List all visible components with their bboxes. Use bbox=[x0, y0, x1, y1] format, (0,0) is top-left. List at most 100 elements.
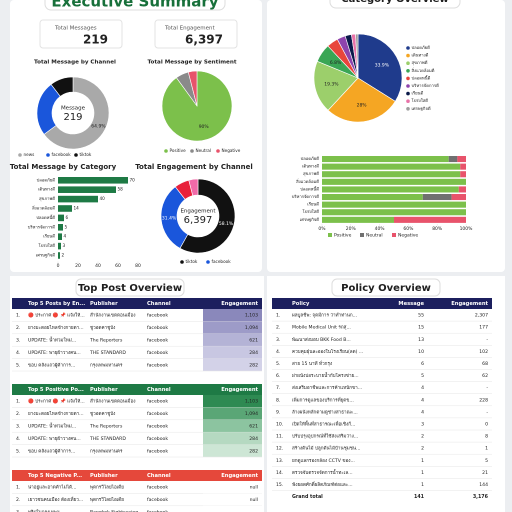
y-tick-label: เรียนดี bbox=[307, 202, 319, 207]
table-cell: 228 bbox=[479, 397, 488, 403]
bar bbox=[58, 177, 128, 184]
table-cell: THE STANDARD bbox=[89, 350, 126, 356]
column-header: Publisher bbox=[90, 473, 118, 479]
table-cell: พุดกรวิไลยไอเดีย bbox=[90, 484, 124, 491]
value-label: 4 bbox=[64, 234, 67, 239]
table-cell: facebook bbox=[147, 448, 168, 454]
table-cell: 3 bbox=[421, 421, 424, 427]
legend-swatch bbox=[406, 46, 410, 50]
y-tick-label: สิ่งแวดล้อมดี bbox=[296, 178, 320, 184]
bar-segment bbox=[322, 201, 466, 208]
table-cell: 177 bbox=[479, 325, 488, 331]
legend-label: news bbox=[24, 152, 35, 157]
legend-label: facebook bbox=[52, 152, 72, 157]
table-cell: 68 bbox=[482, 361, 488, 367]
column-header: Policy bbox=[292, 301, 310, 307]
slice bbox=[357, 33, 403, 102]
table-cell: 2,307 bbox=[475, 313, 488, 319]
legend-label: tiktok bbox=[80, 152, 92, 157]
table-cell: 284 bbox=[249, 436, 258, 442]
value-label: 28% bbox=[357, 103, 368, 109]
column-header: Engagement bbox=[221, 301, 258, 307]
slice bbox=[50, 76, 74, 97]
bar bbox=[58, 205, 72, 212]
y-tick-label: บริหารจัดการดี bbox=[28, 224, 56, 229]
chart-title: Total Message by Channel bbox=[34, 60, 116, 66]
table-cell: ผลบูลชีพ: จุดมีการ ว่าทำท่านก... bbox=[292, 312, 357, 319]
bar-segment bbox=[322, 194, 423, 201]
slice bbox=[188, 178, 199, 197]
value-label: 70 bbox=[130, 177, 136, 182]
legend-label: Neutral bbox=[196, 148, 211, 153]
y-tick-label: โปร่งใสดี bbox=[302, 208, 319, 214]
value-label: 6 bbox=[66, 215, 69, 220]
chart-title: Total Engagement by Channel bbox=[135, 163, 253, 171]
legend-label: Positive bbox=[334, 233, 352, 239]
bar-segment bbox=[394, 216, 466, 223]
x-tick-label: 60% bbox=[403, 226, 414, 232]
y-tick-label: ปลอดหนี้ดี bbox=[300, 185, 319, 191]
table-cell: 10. bbox=[276, 421, 283, 427]
bar-segment bbox=[460, 171, 466, 178]
table-cell: เยาวชนคนเมือง ต้องเที่ยว... bbox=[28, 496, 83, 503]
legend-swatch bbox=[18, 153, 22, 157]
table-cell: facebook bbox=[147, 424, 168, 430]
bar-segment bbox=[322, 178, 466, 185]
table-cell: 102 bbox=[479, 349, 488, 355]
total-cell: 3,176 bbox=[473, 494, 489, 500]
table-cell: กรุงเทพมหานคร bbox=[90, 448, 123, 454]
engagement-cell bbox=[203, 419, 262, 433]
table-cell: 55 bbox=[418, 313, 424, 319]
bar-segment bbox=[460, 163, 466, 170]
x-tick-label: 40% bbox=[375, 226, 386, 232]
table-cell: 15 bbox=[418, 325, 424, 331]
table-cell: ควบคุมฝุ่นละอองในโรงเรียน(ลด) ... bbox=[292, 348, 363, 355]
x-tick-label: 100% bbox=[460, 226, 474, 232]
table-cell: 3. bbox=[276, 337, 280, 343]
bar bbox=[58, 214, 64, 222]
table-cell: พัฒนาส่งมอบ BKK Food B... bbox=[292, 336, 351, 343]
table-cell: null bbox=[250, 497, 258, 503]
table-cell: facebook bbox=[147, 313, 168, 319]
value-label: 5 bbox=[65, 224, 68, 229]
table-header bbox=[272, 298, 492, 309]
legend-swatch bbox=[406, 76, 410, 81]
y-tick-label: ปลอดภัยดี bbox=[37, 177, 56, 182]
table-cell: 4. bbox=[16, 436, 20, 442]
legend-swatch bbox=[216, 149, 220, 153]
value-label: 14 bbox=[74, 205, 80, 210]
x-tick-label: 80 bbox=[135, 263, 141, 269]
table-cell: ชูวอดคาชูบัง bbox=[90, 324, 115, 331]
table-cell: 8 bbox=[485, 434, 488, 440]
table-cell: facebook bbox=[147, 485, 168, 491]
table-cell: 6. bbox=[276, 373, 280, 379]
y-tick-label: ปลอดหนี้ดี bbox=[36, 214, 55, 220]
engagement-cell bbox=[203, 481, 262, 494]
table-cell: 2. bbox=[16, 497, 20, 503]
column-header: Channel bbox=[147, 387, 171, 393]
legend-swatch bbox=[406, 91, 410, 96]
value-label: 40 bbox=[100, 196, 106, 201]
x-tick-label: 40 bbox=[95, 263, 101, 269]
table-header bbox=[12, 298, 262, 309]
table-cell: 621 bbox=[249, 338, 258, 344]
table-cell: 🔴 ประกาศ 🔴 📌 แจ้งให้... bbox=[28, 312, 85, 319]
y-tick-label: เศรษฐกิจดี bbox=[36, 252, 55, 257]
table-cell: สร้างต้นไม้ ปลูกต้นไม้บ้านชุมชน... bbox=[292, 445, 360, 452]
table-cell: น่าอยู่และอาดค้าไม่ได้... bbox=[28, 484, 76, 491]
bar bbox=[58, 252, 60, 259]
table-cell: Bangkok Sightseeing bbox=[90, 510, 138, 512]
table-cell: 3. bbox=[16, 424, 20, 430]
slice bbox=[179, 178, 236, 254]
table-cell: 4. bbox=[16, 350, 20, 356]
summary-panel bbox=[10, 0, 262, 272]
table-cell: facebook bbox=[147, 436, 168, 442]
engagement-cell bbox=[203, 407, 262, 420]
y-tick-label: สุขภาพดี bbox=[303, 171, 319, 177]
value-label: 6.8% bbox=[330, 60, 342, 66]
table-cell: facebook bbox=[147, 350, 168, 356]
table-cell: 2 bbox=[421, 446, 424, 452]
column-header: Channel bbox=[147, 301, 171, 307]
table-cell: 2. bbox=[16, 325, 20, 331]
